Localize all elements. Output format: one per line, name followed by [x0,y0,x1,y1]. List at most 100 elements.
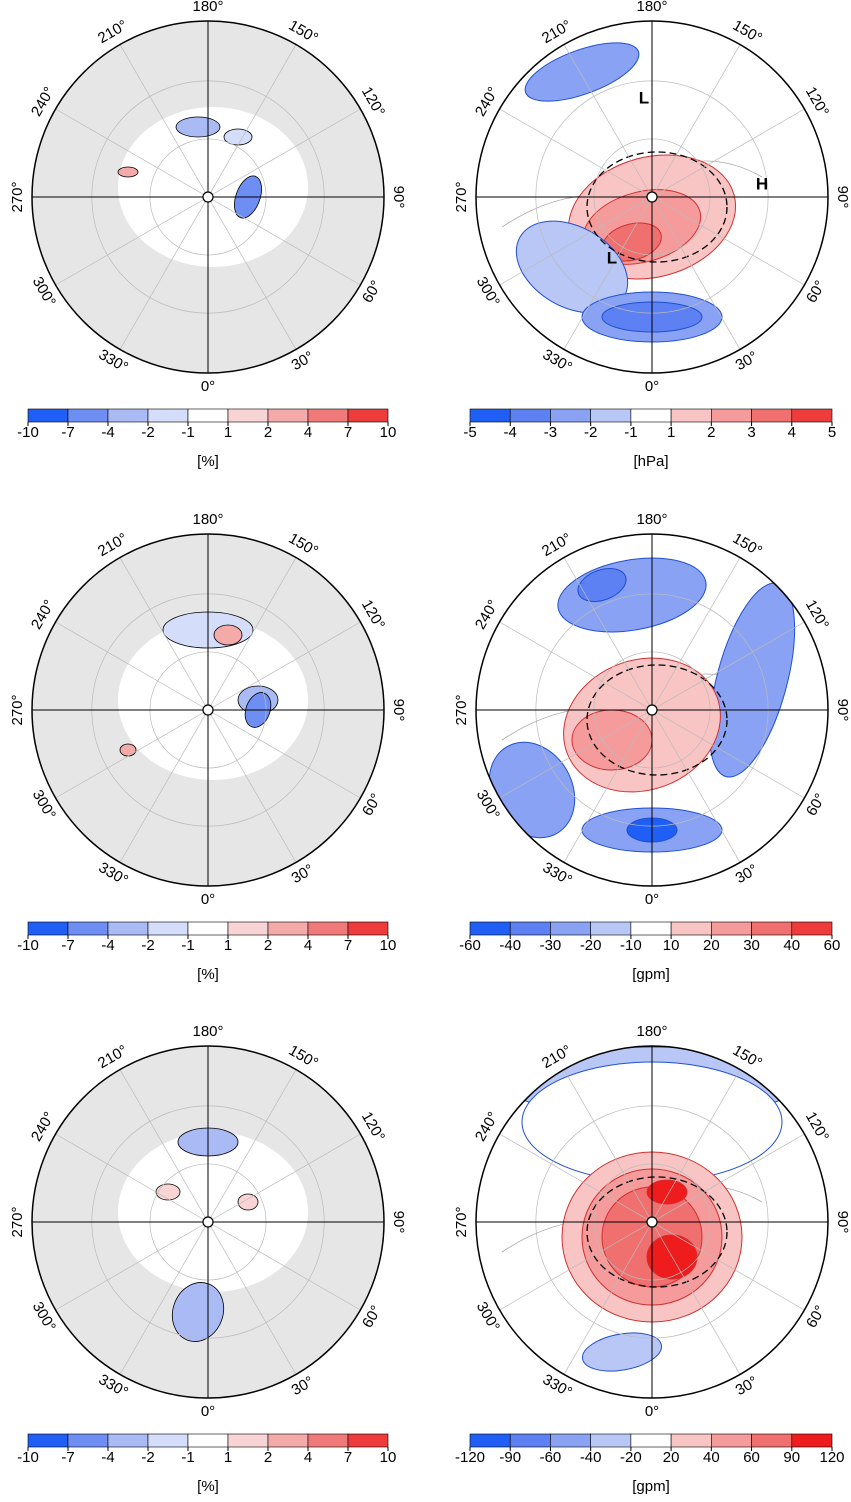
colorbar-tick-label: 2 [264,937,272,954]
colorbar-tick-label: 10 [663,937,680,954]
colorbar-tick-label: -60 [459,937,481,954]
colorbar-segment [108,1434,148,1447]
colorbar-tick-label: 120 [819,1449,844,1466]
colorbar-segment [510,922,550,935]
colorbar-segment [752,922,792,935]
colorbar-segment [591,409,631,422]
colorbar-tick-label: -3 [544,424,557,441]
colorbar-segment [228,922,268,935]
colorbar-tick-label: -40 [499,937,521,954]
colorbar-segment [188,922,228,935]
map-panel: 180°150°120°90°60°30°0°330°300°270°240°2… [9,0,407,470]
map-panel: 180°150°120°90°60°30°0°330°300°270°240°2… [453,1023,851,1495]
map-panel: 180°150°120°90°60°30°0°330°300°270°240°2… [453,511,851,983]
colorbar-segment [108,409,148,422]
colorbar-tick-label: -10 [620,937,642,954]
colorbar-tick-label: -7 [61,424,74,441]
colorbar-segment [308,409,348,422]
longitude-label: 270° [453,1206,470,1237]
longitude-label: 90° [390,699,407,722]
colorbar-segment [631,1434,671,1447]
colorbar-segment [752,1434,792,1447]
colorbar-tick-label: -40 [580,1449,602,1466]
colorbar-tick-label: 2 [264,424,272,441]
colorbar-tick-label: 4 [788,424,796,441]
pole-marker [647,705,657,715]
anomaly-region [118,167,138,177]
colorbar-segment [711,409,751,422]
colorbar-tick-label: -10 [17,1449,39,1466]
colorbar-tick-label: -20 [620,1449,642,1466]
colorbar-tick-label: -20 [580,937,602,954]
colorbar-segment [550,922,590,935]
colorbar-tick-label: -1 [181,1449,194,1466]
pressure-center-label: H [756,174,768,193]
colorbar-segment [188,409,228,422]
colorbar-segment [591,922,631,935]
colorbar-tick-label: 1 [667,424,675,441]
colorbar-segment [591,1434,631,1447]
pole-marker [203,192,213,202]
colorbar-tick-label: 7 [344,424,352,441]
longitude-label: 180° [636,511,667,528]
colorbar-segment [671,922,711,935]
colorbar-segment [68,409,108,422]
pole-marker [647,192,657,202]
colorbar-segment [308,1434,348,1447]
colorbar-segment [711,922,751,935]
colorbar-segment [348,922,388,935]
longitude-label: 270° [453,694,470,725]
colorbar-tick-label: 20 [703,937,720,954]
longitude-label: 0° [645,1403,659,1420]
colorbar-tick-label: 4 [304,937,312,954]
colorbar-segment [470,1434,510,1447]
colorbar-tick-label: -4 [504,424,517,441]
colorbar-tick-label: -60 [540,1449,562,1466]
colorbar-tick-label: 1 [224,937,232,954]
longitude-label: 90° [390,1211,407,1234]
colorbar-tick-label: -10 [17,424,39,441]
longitude-label: 90° [390,186,407,209]
map-panel: 180°150°120°90°60°30°0°330°300°270°240°2… [453,0,851,470]
colorbar-segment [188,1434,228,1447]
longitude-label: 0° [201,1403,215,1420]
longitude-label: 0° [201,378,215,395]
colorbar-tick-label: 7 [344,1449,352,1466]
colorbar-tick-label: 40 [703,1449,720,1466]
figure: 180°150°120°90°60°30°0°330°300°270°240°2… [0,0,851,1497]
colorbar-tick-label: 4 [304,1449,312,1466]
colorbar-tick-label: -2 [141,424,154,441]
colorbar-tick-label: -2 [141,1449,154,1466]
colorbar-tick-label: -7 [61,1449,74,1466]
colorbar-tick-label: -4 [101,937,114,954]
colorbar-unit: [%] [197,1478,219,1495]
colorbar-tick-label: -1 [624,424,637,441]
colorbar-segment [711,1434,751,1447]
longitude-label: 270° [9,181,26,212]
colorbar-tick-label: -1 [181,937,194,954]
colorbar-tick-label: 60 [824,937,841,954]
anomaly-region [120,744,136,756]
colorbar-segment [28,409,68,422]
colorbar-tick-label: -120 [455,1449,485,1466]
colorbar-tick-label: -2 [141,937,154,954]
colorbar-segment [470,409,510,422]
colorbar-tick-label: -5 [463,424,476,441]
pole-marker [203,705,213,715]
longitude-label: 90° [834,186,851,209]
longitude-label: 270° [453,181,470,212]
colorbar-tick-label: -10 [17,937,39,954]
colorbar-tick-label: 1 [224,424,232,441]
colorbar-segment [671,409,711,422]
colorbar-unit: [%] [197,966,219,983]
pole-marker [203,1217,213,1227]
colorbar-segment [348,409,388,422]
colorbar-segment [550,1434,590,1447]
longitude-label: 180° [192,511,223,528]
colorbar-tick-label: -4 [101,1449,114,1466]
colorbar-tick-label: -4 [101,424,114,441]
colorbar-tick-label: 5 [828,424,836,441]
colorbar-tick-label: 4 [304,424,312,441]
colorbar-segment [268,1434,308,1447]
colorbar-tick-label: 40 [783,937,800,954]
